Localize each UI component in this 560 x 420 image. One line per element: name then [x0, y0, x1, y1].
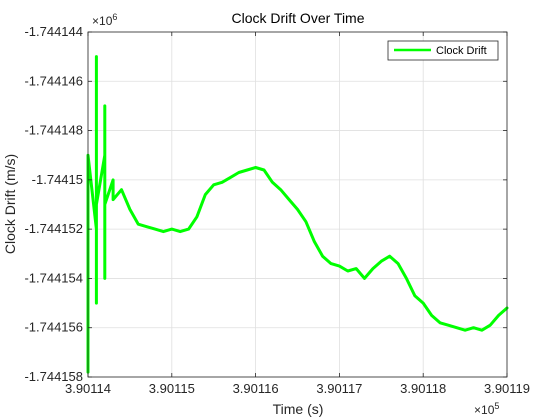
y-axis-label: Clock Drift (m/s)	[2, 154, 18, 254]
y-tick-label: -1.744152	[24, 221, 83, 236]
x-multiplier-exponent: 5	[494, 401, 499, 411]
y-tick-label: -1.744144	[24, 24, 83, 39]
y-tick-label: -1.74415	[32, 172, 83, 187]
y-tick-label: -1.744156	[24, 320, 83, 335]
x-tick-label: 3.90117	[316, 381, 362, 396]
y-tick-label: -1.744148	[24, 123, 83, 138]
y-multiplier-prefix: ×	[92, 14, 99, 28]
chart-title: Clock Drift Over Time	[231, 10, 364, 26]
y-tick-label: -1.744146	[24, 73, 83, 88]
x-tick-label: 3.90115	[149, 381, 195, 396]
x-multiplier-prefix: ×	[474, 403, 481, 417]
x-tick-label: 3.90119	[484, 381, 530, 396]
x-tick-label: 3.90118	[400, 381, 446, 396]
legend-label-clock-drift: Clock Drift	[436, 45, 487, 57]
x-multiplier-base: 10	[481, 403, 495, 417]
y-tick-label: -1.744154	[24, 270, 83, 285]
y-multiplier-base: 10	[99, 14, 113, 28]
x-axis-label: Time (s)	[273, 401, 324, 417]
x-tick-label: 3.90116	[233, 381, 279, 396]
legend: Clock Drift	[388, 41, 498, 60]
x-tick-label: 3.90114	[65, 381, 111, 396]
y-multiplier-exponent: 6	[112, 12, 117, 22]
